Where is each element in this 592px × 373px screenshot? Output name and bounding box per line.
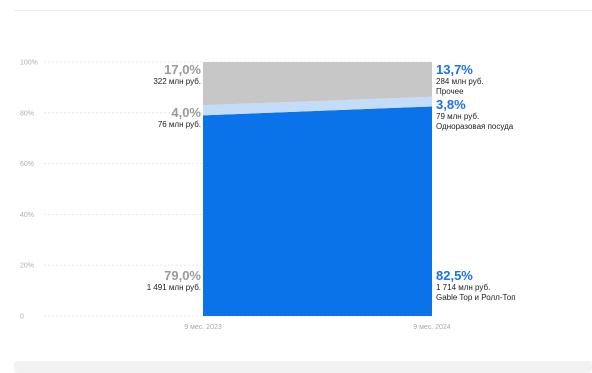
- left-annotations: 79,0%1 491 млн руб. 4,0%76 млн руб. 17,0%3…: [147, 62, 202, 292]
- area-series-1: [203, 96, 432, 116]
- left-percent-label: 4,0%: [171, 105, 201, 120]
- right-percent-label: 3,8%: [436, 97, 466, 112]
- x-tick-label: 9 мес. 2023: [184, 324, 222, 331]
- y-tick-label: 100%: [20, 60, 38, 67]
- y-axis-ticks: 0 20% 40% 60% 80% 100%: [20, 60, 38, 321]
- y-tick-label: 20%: [20, 263, 34, 270]
- right-annotations: 82,5%1 714 млн руб.Gable Top и Ролл-Топ 3…: [436, 62, 516, 302]
- area-series-0: [203, 106, 432, 316]
- series-name-label: Gable Top и Ролл-Топ: [436, 293, 516, 302]
- right-percent-label: 82,5%: [436, 268, 473, 283]
- right-amount-label: 284 млн руб.: [436, 77, 484, 86]
- area-series: [203, 62, 432, 316]
- area-series-2: [203, 62, 432, 106]
- y-tick-label: 60%: [20, 161, 34, 168]
- left-amount-label: 1 491 млн руб.: [147, 283, 201, 292]
- left-percent-label: 17,0%: [164, 62, 201, 77]
- left-percent-label: 79,0%: [164, 268, 201, 283]
- y-tick-label: 40%: [20, 212, 34, 219]
- right-amount-label: 1 714 млн руб.: [436, 283, 490, 292]
- series-name-label: Прочее: [436, 87, 464, 96]
- left-amount-label: 322 млн руб.: [153, 77, 201, 86]
- right-percent-label: 13,7%: [436, 62, 473, 77]
- x-axis-labels: 9 мес. 2023 9 мес. 2024: [184, 324, 451, 331]
- y-tick-label: 0: [20, 314, 24, 321]
- grid-lines: [44, 61, 432, 317]
- series-name-label: Одноразовая посуда: [436, 122, 514, 131]
- right-amount-label: 79 млн руб.: [436, 112, 479, 121]
- y-tick-label: 80%: [20, 110, 34, 117]
- bottom-band: [14, 361, 592, 373]
- x-tick-label: 9 мес. 2024: [413, 324, 451, 331]
- left-amount-label: 76 млн руб.: [158, 120, 201, 129]
